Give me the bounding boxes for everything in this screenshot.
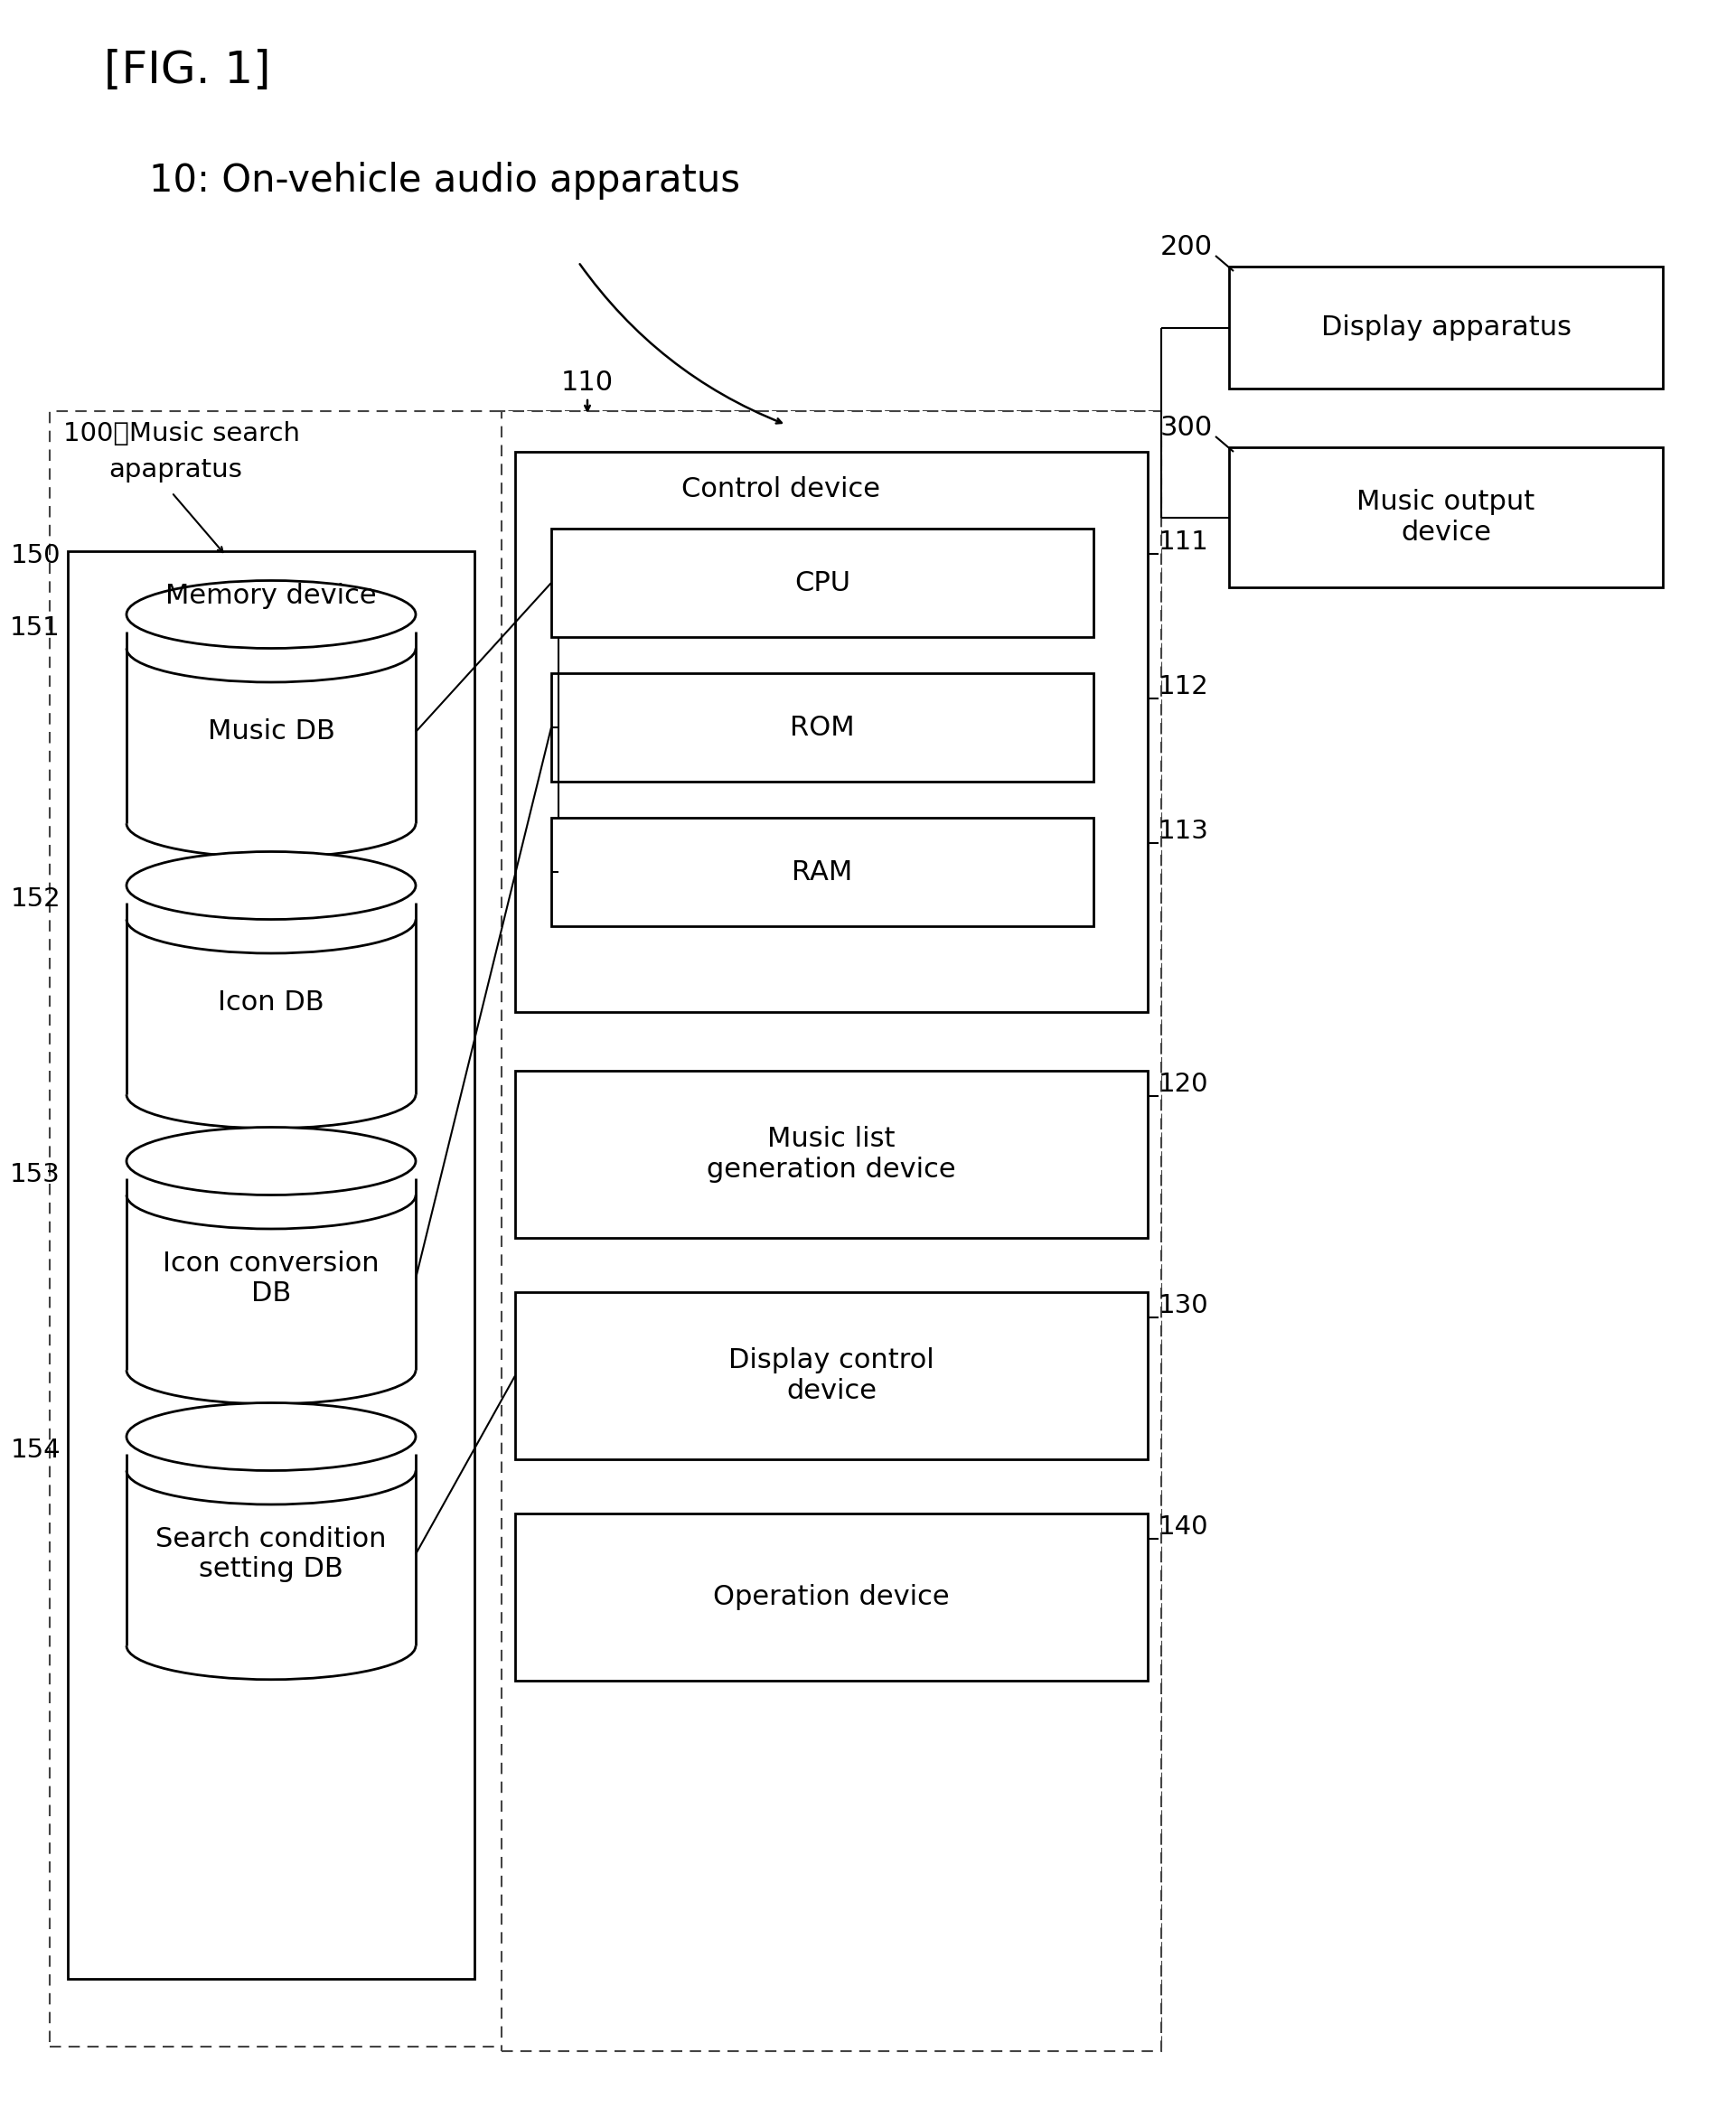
- Ellipse shape: [127, 1127, 415, 1195]
- Bar: [1229, 267, 1663, 388]
- Text: 152: 152: [10, 887, 61, 911]
- Text: 130: 130: [1158, 1292, 1208, 1317]
- Text: Icon conversion
DB: Icon conversion DB: [163, 1250, 380, 1307]
- Text: Display apparatus: Display apparatus: [1321, 313, 1571, 341]
- Text: Display control
device: Display control device: [729, 1347, 934, 1404]
- Text: 151: 151: [10, 616, 61, 640]
- Text: Music output
device: Music output device: [1358, 489, 1535, 546]
- Text: Music list
generation device: Music list generation device: [707, 1127, 957, 1182]
- Bar: [1229, 447, 1663, 587]
- Bar: [127, 902, 415, 1095]
- Text: [FIG. 1]: [FIG. 1]: [104, 49, 271, 93]
- Text: 113: 113: [1158, 820, 1208, 843]
- Text: 112: 112: [1158, 674, 1208, 699]
- Text: 153: 153: [10, 1163, 61, 1188]
- Text: CPU: CPU: [795, 570, 851, 595]
- Ellipse shape: [127, 580, 415, 648]
- Text: 110: 110: [561, 369, 613, 396]
- Bar: [502, 411, 1161, 2050]
- Text: Control device: Control device: [682, 477, 880, 502]
- Text: Search condition
setting DB: Search condition setting DB: [156, 1525, 387, 1582]
- Bar: [516, 451, 1147, 1012]
- Text: Memory device: Memory device: [165, 582, 377, 610]
- Bar: [552, 818, 1094, 926]
- Ellipse shape: [127, 851, 415, 919]
- Bar: [68, 551, 474, 1978]
- Text: 154: 154: [10, 1438, 61, 1464]
- Text: 300: 300: [1160, 415, 1213, 441]
- Bar: [552, 674, 1094, 782]
- Text: Operation device: Operation device: [713, 1584, 950, 1610]
- Bar: [127, 1178, 415, 1370]
- Bar: [516, 1514, 1147, 1682]
- Text: 140: 140: [1158, 1514, 1208, 1540]
- Bar: [516, 1292, 1147, 1459]
- Bar: [516, 1072, 1147, 1237]
- Text: RAM: RAM: [792, 860, 852, 885]
- Bar: [50, 411, 1161, 2046]
- Text: ROM: ROM: [790, 714, 854, 741]
- Text: 150: 150: [10, 542, 61, 568]
- Text: Music DB: Music DB: [208, 718, 335, 746]
- Text: 120: 120: [1158, 1072, 1208, 1097]
- Bar: [552, 530, 1094, 638]
- Text: 111: 111: [1158, 530, 1208, 555]
- Bar: [127, 1453, 415, 1646]
- Text: 10: On-vehicle audio apparatus: 10: On-vehicle audio apparatus: [149, 161, 740, 199]
- Bar: [127, 631, 415, 824]
- Ellipse shape: [127, 1402, 415, 1470]
- Text: Icon DB: Icon DB: [219, 989, 325, 1017]
- Text: 100：Music search: 100：Music search: [62, 421, 300, 447]
- Text: 200: 200: [1160, 233, 1213, 261]
- Text: apapratus: apapratus: [108, 457, 241, 483]
